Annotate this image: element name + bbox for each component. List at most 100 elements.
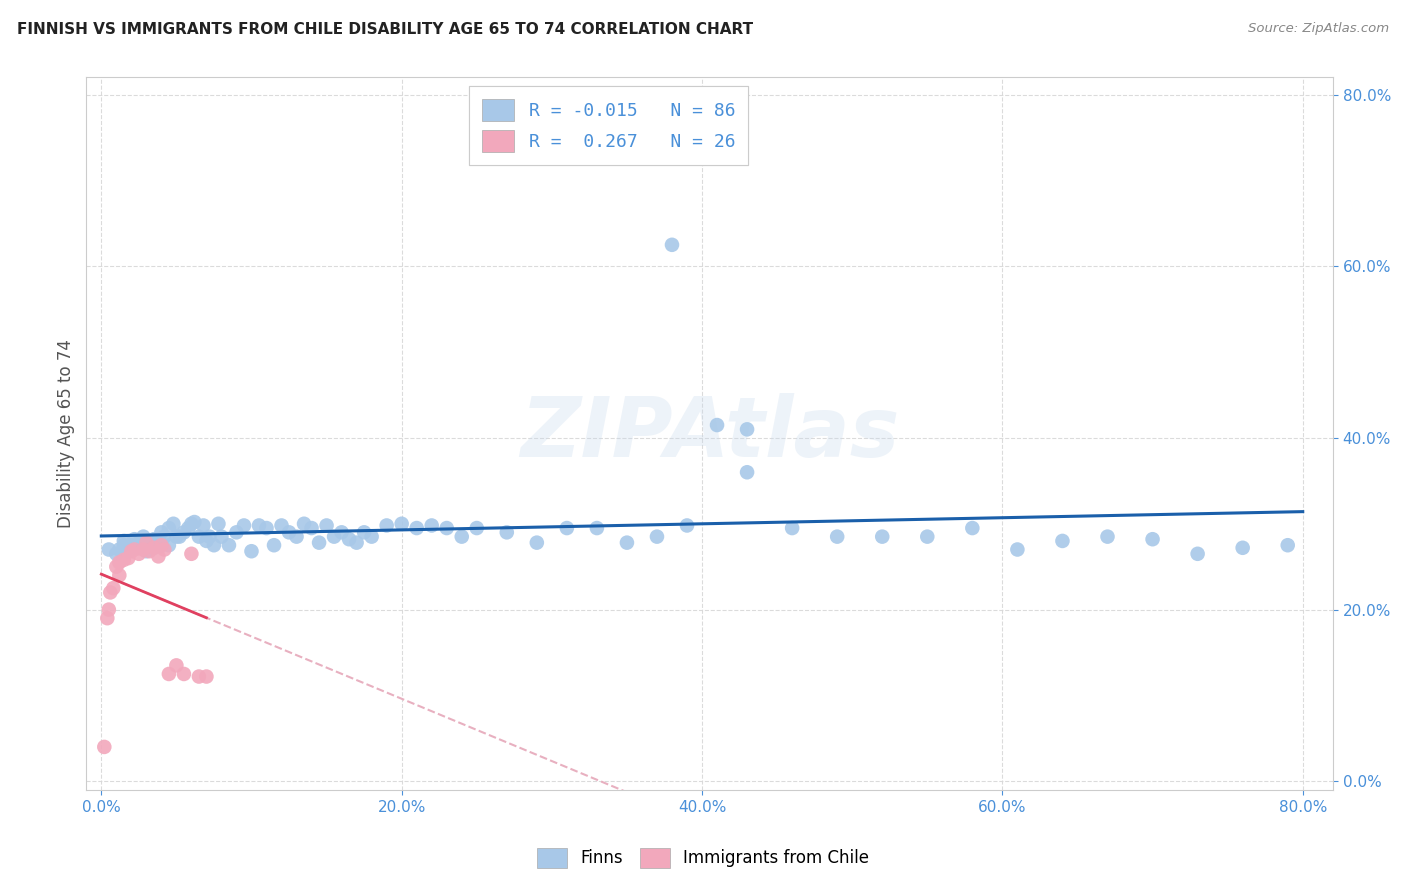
Point — [1187, 547, 1209, 561]
Point — [148, 549, 170, 564]
Point — [285, 530, 308, 544]
Point — [330, 525, 353, 540]
Point — [1277, 538, 1299, 552]
Point — [165, 530, 187, 544]
Point — [346, 535, 368, 549]
Point — [735, 422, 758, 436]
Y-axis label: Disability Age 65 to 74: Disability Age 65 to 74 — [58, 339, 75, 528]
Point — [263, 538, 285, 552]
Point — [420, 518, 443, 533]
Point — [661, 237, 683, 252]
Point — [1142, 532, 1164, 546]
Point — [165, 658, 187, 673]
Point — [153, 542, 176, 557]
Legend: R = -0.015   N = 86, R =  0.267   N = 26: R = -0.015 N = 86, R = 0.267 N = 26 — [470, 87, 748, 165]
Point — [150, 525, 173, 540]
Point — [450, 530, 472, 544]
Point — [233, 518, 256, 533]
Point — [292, 516, 315, 531]
Point — [436, 521, 458, 535]
Point — [247, 518, 270, 533]
Point — [195, 533, 218, 548]
Point — [225, 525, 247, 540]
Point — [105, 547, 128, 561]
Point — [187, 669, 209, 683]
Point — [132, 530, 155, 544]
Point — [108, 555, 131, 569]
Point — [124, 532, 146, 546]
Point — [193, 518, 215, 533]
Point — [676, 518, 699, 533]
Point — [138, 544, 160, 558]
Point — [180, 547, 202, 561]
Point — [93, 739, 115, 754]
Point — [180, 516, 202, 531]
Point — [917, 530, 939, 544]
Point — [97, 542, 120, 557]
Point — [353, 525, 375, 540]
Point — [135, 535, 157, 549]
Point — [150, 538, 173, 552]
Point — [555, 521, 578, 535]
Point — [391, 516, 413, 531]
Point — [616, 535, 638, 549]
Point — [177, 521, 200, 535]
Point — [112, 553, 135, 567]
Point — [138, 538, 160, 552]
Point — [586, 521, 609, 535]
Point — [117, 551, 139, 566]
Point — [780, 521, 803, 535]
Point — [308, 535, 330, 549]
Text: Source: ZipAtlas.com: Source: ZipAtlas.com — [1249, 22, 1389, 36]
Point — [187, 530, 209, 544]
Point — [323, 530, 346, 544]
Point — [405, 521, 427, 535]
Point — [375, 518, 398, 533]
Point — [103, 581, 125, 595]
Point — [870, 530, 893, 544]
Point — [135, 544, 157, 558]
Point — [1097, 530, 1119, 544]
Point — [120, 538, 142, 552]
Point — [96, 611, 118, 625]
Legend: Finns, Immigrants from Chile: Finns, Immigrants from Chile — [530, 841, 876, 875]
Point — [157, 538, 180, 552]
Point — [183, 515, 205, 529]
Point — [153, 530, 176, 544]
Point — [962, 521, 984, 535]
Point — [128, 547, 150, 561]
Point — [360, 530, 382, 544]
Point — [337, 532, 360, 546]
Point — [301, 521, 323, 535]
Point — [97, 602, 120, 616]
Point — [162, 516, 184, 531]
Point — [495, 525, 517, 540]
Point — [120, 544, 142, 558]
Point — [218, 538, 240, 552]
Point — [735, 465, 758, 479]
Point — [825, 530, 848, 544]
Point — [135, 535, 157, 549]
Point — [270, 518, 292, 533]
Point — [117, 544, 139, 558]
Point — [1052, 533, 1074, 548]
Point — [278, 525, 301, 540]
Point — [1007, 542, 1029, 557]
Point — [256, 521, 278, 535]
Text: FINNISH VS IMMIGRANTS FROM CHILE DISABILITY AGE 65 TO 74 CORRELATION CHART: FINNISH VS IMMIGRANTS FROM CHILE DISABIL… — [17, 22, 754, 37]
Point — [108, 568, 131, 582]
Point — [108, 542, 131, 557]
Point — [105, 559, 128, 574]
Point — [207, 516, 229, 531]
Point — [202, 538, 225, 552]
Point — [645, 530, 668, 544]
Point — [132, 542, 155, 557]
Point — [142, 541, 165, 555]
Point — [150, 538, 173, 552]
Point — [195, 669, 218, 683]
Point — [148, 532, 170, 546]
Point — [526, 535, 548, 549]
Point — [211, 530, 233, 544]
Point — [128, 541, 150, 555]
Point — [124, 542, 146, 557]
